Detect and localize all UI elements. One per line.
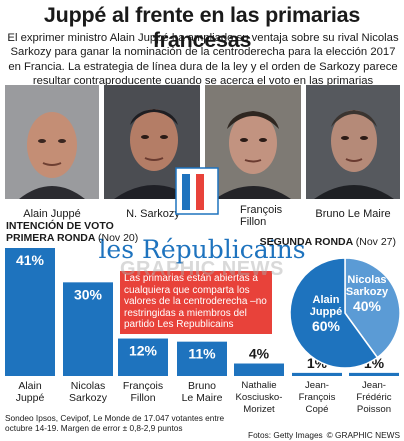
source-line-1: Sondeo Ipsos, Cevipof, Le Monde de 17.04… [5, 413, 225, 423]
photo-fillon [205, 85, 301, 199]
candidate-label-7-line-1: Jean- [362, 380, 386, 391]
photo-credit: Fotos: Getty Images [248, 430, 323, 440]
page-title: Juppé al frente en las primarias frances… [43, 3, 361, 52]
candidate-label-2: Nicolas Sarkozy [59, 380, 117, 404]
agency-credit: © GRAPHIC NEWS [326, 430, 400, 440]
logo-text: les Républicains [98, 235, 305, 264]
bar-2-rect [63, 282, 113, 376]
candidate-label-4-line-1: Bruno [187, 380, 217, 392]
photo-caption-le-maire: Bruno Le Maire [315, 208, 391, 220]
pie-label-2-word-1: Nicolas [347, 274, 386, 286]
watermark: GRAPHIC NEWS [120, 258, 284, 280]
bar-5: 4% [234, 346, 284, 376]
pie-slice-1 [289, 257, 379, 369]
bar-3-value: 12% [129, 343, 158, 359]
candidate-label-5-line-2: Kosciusko- [235, 392, 283, 403]
source-note: Sondeo Ipsos, Cevipof, Le Monde de 17.04… [5, 413, 224, 433]
source-line-2: octubre 14-19. Margen de error ± 0,8-2,9… [5, 423, 183, 433]
pie-slice-2 [344, 257, 401, 359]
bar-5-value: 4% [249, 346, 270, 362]
pie-label-1-word-1: Alain [313, 294, 340, 306]
candidate-label-6-line-1: Jean- [305, 380, 329, 391]
round1-date: (Nov 20) [97, 232, 139, 244]
bar-1: 41% [5, 248, 55, 376]
bar-2-value: 30% [74, 286, 103, 302]
round1-heading-line1: INTENCIÓN DE VOTO [6, 220, 114, 232]
bar-7-rect [349, 372, 399, 376]
photo-le-maire [306, 85, 400, 199]
round2-date: (Nov 27) [355, 236, 396, 248]
candidate-label-1-line-2: Juppé [15, 392, 45, 404]
candidate-label-6-line-2: François [298, 392, 336, 403]
pie-label-1-word-2: Juppé [310, 306, 342, 318]
bar-5-rect [234, 363, 284, 376]
candidate-label-5: Nathalie Kosciusko- Morizet [230, 380, 288, 416]
round2-heading: SEGUNDA RONDA (Nov 27) [260, 236, 396, 248]
photo-caption-juppe: Alain Juppé [23, 208, 81, 220]
candidate-label-7-line-2: Frédéric [356, 392, 392, 403]
candidate-label-2-line-1: Nicolas [70, 380, 106, 392]
candidate-label-2-line-2: Sarkozy [69, 392, 107, 404]
round2-heading-label: SEGUNDA RONDA [259, 236, 353, 248]
bar-4-value: 11% [188, 346, 216, 362]
round1-heading-line2: PRIMERA RONDA [6, 232, 96, 244]
candidate-label-6: Jean- François Copé [288, 380, 346, 416]
bar-2: 30% [63, 282, 113, 376]
candidate-label-7: Jean- Frédéric Poisson [345, 380, 403, 416]
pie-value-2: 40% [353, 298, 382, 314]
round1-bars: 41%30%12% 11% 4%1% 1% [5, 248, 399, 376]
bar-4: 11% [177, 341, 227, 376]
bar-3: 12% [118, 338, 168, 376]
candidate-label-4-line-2: Le Maire [181, 392, 223, 404]
bar-1-value: 41% [16, 252, 45, 268]
photo-caption-sarkozy: N. Sarkozy [126, 208, 180, 220]
candidate-label-5-line-1: Nathalie [241, 380, 277, 391]
candidate-label-4: Bruno Le Maire [173, 380, 231, 404]
photo-caption-fillon: François Fillon [240, 204, 283, 228]
info-note: Las primarias están abiertas a cualquier… [120, 271, 272, 334]
intro-text: El exprimer ministro Alain Juppé ha ampl… [7, 32, 399, 88]
bar-4-rect [177, 341, 227, 376]
candidate-label-3: François Fillon [114, 380, 172, 404]
round1-heading: INTENCIÓN DE VOTO PRIMERA RONDA (Nov 20) [6, 220, 138, 244]
candidate-label-6-line-3: Copé [305, 404, 329, 415]
bar-1-rect [5, 248, 55, 376]
logo: les Républicains [98, 167, 306, 264]
candidate-label-5-line-3: Morizet [243, 404, 275, 415]
bar-3-rect [118, 338, 168, 376]
candidate-label-3-line-1: François [122, 380, 164, 392]
candidate-label-1-line-1: Alain [18, 380, 42, 392]
bar-6-rect [292, 372, 342, 376]
candidate-label-3-line-2: Fillon [130, 392, 156, 404]
candidate-label-7-line-3: Poisson [356, 404, 392, 415]
pie-value-1: 60% [312, 318, 341, 334]
photo-juppe [5, 85, 99, 199]
pie-label-2-word-2: Sarkozy [346, 286, 389, 298]
candidate-label-1: Alain Juppé [1, 380, 59, 404]
